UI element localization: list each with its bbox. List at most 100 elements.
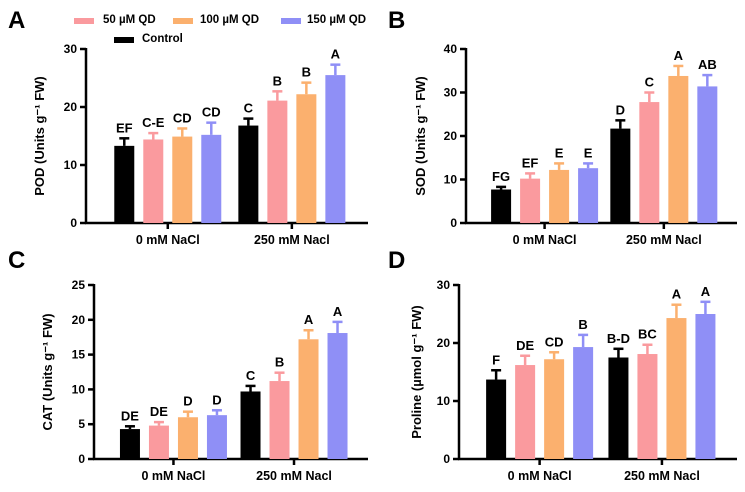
x-tick-label: 0 mM NaCl — [136, 233, 200, 247]
significance-letter: D — [212, 392, 221, 407]
bar — [668, 75, 689, 223]
legend-label: 100 µM QD — [200, 14, 259, 26]
bar — [695, 314, 716, 459]
legend-swatch — [173, 18, 193, 24]
y-tick-label: 30 — [444, 86, 458, 100]
y-tick-label: 10 — [72, 382, 86, 396]
panel-letter: C — [8, 247, 25, 274]
bar — [296, 94, 317, 224]
significance-letter: C — [246, 368, 256, 383]
significance-letter: E — [555, 145, 564, 160]
x-tick-label: 0 mM NaCl — [142, 469, 206, 483]
y-axis-label: POD (Units g⁻¹ FW) — [32, 76, 47, 196]
x-tick-label: 0 mM NaCl — [508, 469, 572, 483]
legend-label: 150 µM QD — [307, 14, 366, 26]
bar — [327, 333, 348, 459]
bar — [578, 168, 599, 223]
panel-b: B 0 10 20 30 40 SOD (Units g⁻¹ FW) 0 mM NaCl FG E… — [388, 7, 737, 247]
y-tick-label: 0 — [78, 452, 85, 466]
legend-label: Control — [142, 33, 183, 45]
bar — [666, 318, 687, 459]
y-tick-label: 0 — [443, 452, 450, 466]
y-tick-label: 10 — [64, 158, 78, 172]
bar — [549, 169, 570, 223]
significance-letter: A — [674, 48, 684, 63]
bar — [325, 75, 346, 223]
significance-letter: DE — [150, 404, 168, 419]
significance-letter: F — [492, 352, 500, 367]
y-tick-label: 10 — [437, 394, 451, 408]
bar — [206, 415, 227, 459]
bar — [544, 359, 565, 459]
y-tick-label: 25 — [72, 278, 86, 292]
panel-c: C 0 5 10 15 20 25 CAT (Units g⁻¹ FW) 0 mM NaCl DE… — [8, 247, 368, 483]
x-tick-label: 250 mM Nacl — [624, 469, 700, 483]
y-axis-label: SOD (Units g⁻¹ FW) — [413, 76, 428, 196]
legend: 50 µM QD 100 µM QD 150 µM QD Control — [74, 14, 366, 45]
x-tick-label: 0 mM NaCl — [513, 233, 577, 247]
significance-letter: FG — [492, 169, 510, 184]
y-axis-label: Proline (µmol g⁻¹ FW) — [409, 305, 424, 439]
bar — [238, 125, 259, 223]
significance-letter: A — [333, 304, 343, 319]
y-tick-label: 30 — [64, 42, 78, 56]
y-tick-label: 15 — [72, 348, 86, 362]
bar — [148, 425, 169, 459]
significance-letter: DE — [516, 338, 534, 353]
significance-letter: A — [331, 47, 341, 62]
bar — [491, 189, 512, 223]
bar — [608, 357, 629, 459]
bar — [520, 178, 541, 223]
significance-letter: E — [584, 145, 593, 160]
bar — [639, 102, 660, 223]
bar — [172, 136, 193, 223]
significance-letter: DE — [121, 408, 139, 423]
x-tick-label: 250 mM Nacl — [254, 233, 330, 247]
significance-letter: EF — [116, 120, 133, 135]
significance-letter: A — [701, 284, 711, 299]
panel-a: A 0 10 20 30 POD (Units g⁻¹ FW) 0 mM NaCl EF C-E… — [8, 7, 368, 247]
legend-item: 50 µM QD — [74, 14, 156, 26]
legend-item: 150 µM QD — [281, 14, 366, 26]
significance-letter: B-D — [607, 331, 630, 346]
bar — [637, 354, 658, 459]
significance-letter: A — [672, 287, 682, 302]
legend-swatch — [114, 37, 134, 43]
y-tick-label: 30 — [437, 278, 451, 292]
y-tick-label: 5 — [78, 417, 85, 431]
y-tick-label: 0 — [450, 216, 457, 230]
y-tick-label: 10 — [444, 173, 458, 187]
significance-letter: B — [273, 73, 282, 88]
significance-letter: AB — [698, 57, 717, 72]
significance-letter: D — [183, 394, 192, 409]
bar — [610, 128, 631, 223]
significance-letter: CD — [202, 105, 221, 120]
panel-letter: B — [388, 7, 405, 34]
y-tick-label: 20 — [72, 313, 86, 327]
y-tick-label: 20 — [64, 100, 78, 114]
significance-letter: CD — [173, 110, 192, 125]
x-tick-label: 250 mM Nacl — [256, 469, 332, 483]
bar — [486, 379, 507, 459]
bar — [201, 134, 222, 223]
significance-letter: C-E — [142, 115, 165, 130]
significance-letter: B — [302, 65, 311, 80]
significance-letter: B — [275, 355, 284, 370]
significance-letter: C — [645, 75, 655, 90]
y-tick-label: 40 — [444, 42, 458, 56]
significance-letter: BC — [638, 327, 657, 342]
bar — [267, 100, 288, 223]
significance-letter: C — [244, 101, 254, 116]
panel-letter: A — [8, 7, 25, 34]
bar — [114, 145, 135, 223]
significance-letter: EF — [522, 155, 539, 170]
bar — [573, 347, 594, 459]
significance-letter: D — [616, 102, 625, 117]
significance-letter: B — [578, 317, 587, 332]
panel-letter: D — [388, 247, 405, 274]
bar — [143, 139, 164, 223]
legend-swatch — [74, 18, 94, 24]
significance-letter: CD — [545, 334, 564, 349]
